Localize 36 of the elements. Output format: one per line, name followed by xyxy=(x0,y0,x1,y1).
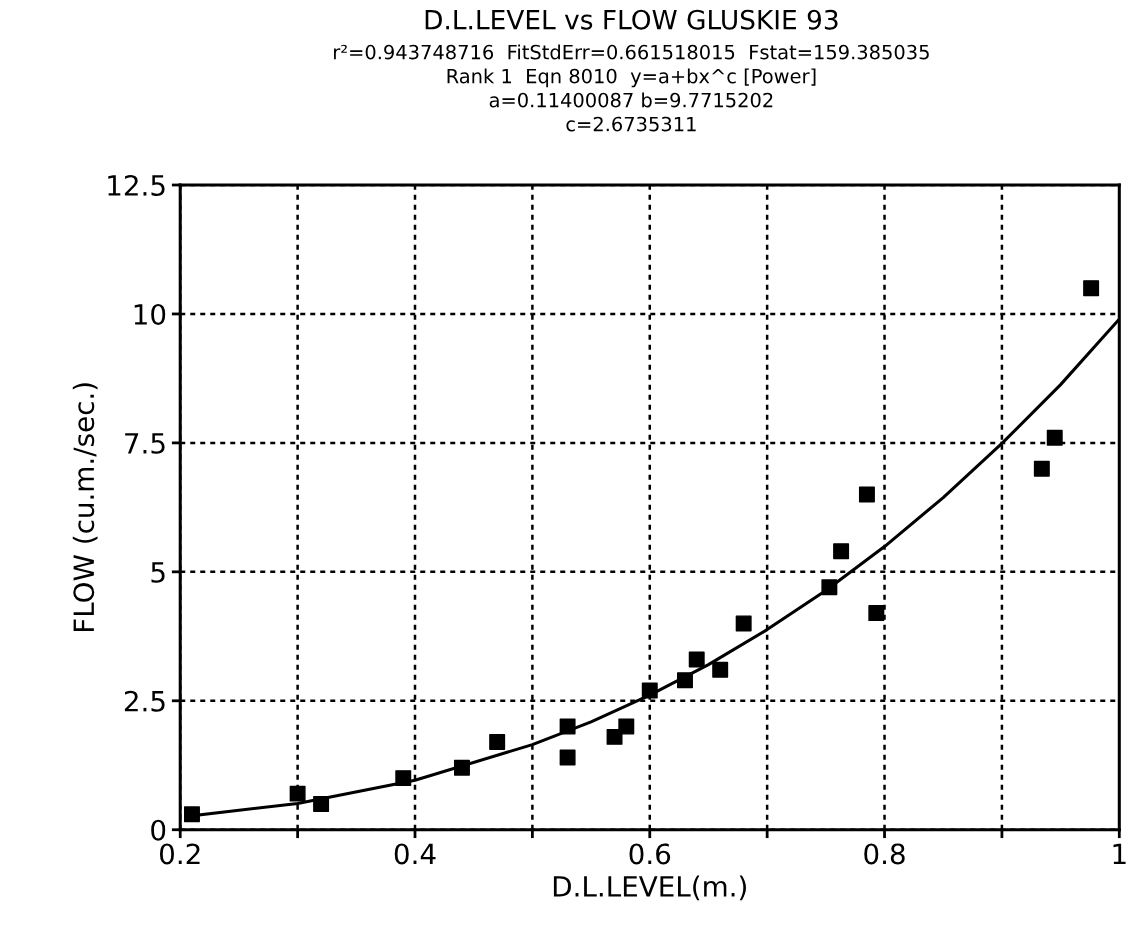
point xyxy=(559,749,576,766)
point xyxy=(858,486,875,503)
y-axis-title: FLOW (cu.m./sec.) xyxy=(72,383,98,632)
point xyxy=(833,543,850,560)
point xyxy=(688,651,705,668)
point xyxy=(735,615,752,632)
point xyxy=(1046,429,1063,446)
y-tick-label: 12.5 xyxy=(108,174,165,196)
y-tick-label: 7.5 xyxy=(125,433,165,454)
y-tick-label: 0 xyxy=(151,819,166,841)
y-tick-label: 5 xyxy=(151,562,165,583)
x-tick-label: 0.6 xyxy=(629,843,671,865)
chart-title: D.L.LEVEL vs FLOW GLUSKIE 93 xyxy=(425,9,838,30)
point xyxy=(289,785,306,802)
point xyxy=(453,759,470,776)
point xyxy=(677,672,693,689)
point xyxy=(489,734,506,751)
x-tick-label: 1 xyxy=(1113,843,1126,865)
point xyxy=(183,806,200,823)
y-tick-label: 2.5 xyxy=(124,690,165,712)
point xyxy=(1083,280,1100,297)
point xyxy=(868,605,885,622)
chart-subtitle: r²=0.943748716 FitStdErr=0.661518015 Fstat=159.385035 Rank 1 Eqn 8010 y=a+bx^c [Power] a=0.11400087 b=9.7715202 c=2.6735311 xyxy=(334,44,929,132)
point xyxy=(395,770,412,787)
y-tick-label: 10 xyxy=(134,303,166,325)
point xyxy=(313,795,330,812)
point xyxy=(641,682,658,699)
point xyxy=(821,579,838,596)
x-tick-label: 0.4 xyxy=(394,843,436,865)
point xyxy=(559,718,576,735)
point xyxy=(1033,460,1050,477)
x-tick-label: 0.2 xyxy=(159,843,200,865)
point xyxy=(712,661,729,678)
point xyxy=(618,718,635,735)
x-tick-label: 0.8 xyxy=(864,843,905,865)
x-axis-title: D.L.LEVEL(m.) xyxy=(553,875,746,901)
